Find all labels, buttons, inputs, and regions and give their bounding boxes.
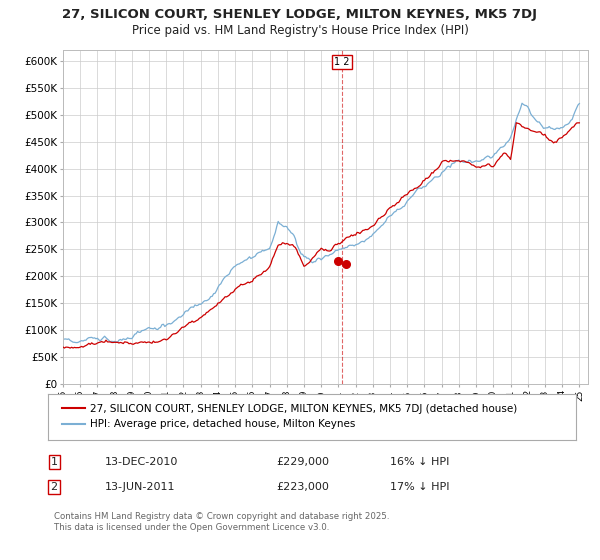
Text: £223,000: £223,000: [276, 482, 329, 492]
Text: 27, SILICON COURT, SHENLEY LODGE, MILTON KEYNES, MK5 7DJ: 27, SILICON COURT, SHENLEY LODGE, MILTON…: [62, 8, 538, 21]
Text: 16% ↓ HPI: 16% ↓ HPI: [390, 457, 449, 467]
Text: 1: 1: [50, 457, 58, 467]
Text: 1 2: 1 2: [334, 57, 350, 67]
Text: £229,000: £229,000: [276, 457, 329, 467]
Text: 13-DEC-2010: 13-DEC-2010: [105, 457, 178, 467]
Text: 13-JUN-2011: 13-JUN-2011: [105, 482, 176, 492]
Text: 17% ↓ HPI: 17% ↓ HPI: [390, 482, 449, 492]
Legend: 27, SILICON COURT, SHENLEY LODGE, MILTON KEYNES, MK5 7DJ (detached house), HPI: : 27, SILICON COURT, SHENLEY LODGE, MILTON…: [58, 400, 521, 433]
Text: 2: 2: [50, 482, 58, 492]
Text: Price paid vs. HM Land Registry's House Price Index (HPI): Price paid vs. HM Land Registry's House …: [131, 24, 469, 36]
Text: Contains HM Land Registry data © Crown copyright and database right 2025.
This d: Contains HM Land Registry data © Crown c…: [54, 512, 389, 532]
